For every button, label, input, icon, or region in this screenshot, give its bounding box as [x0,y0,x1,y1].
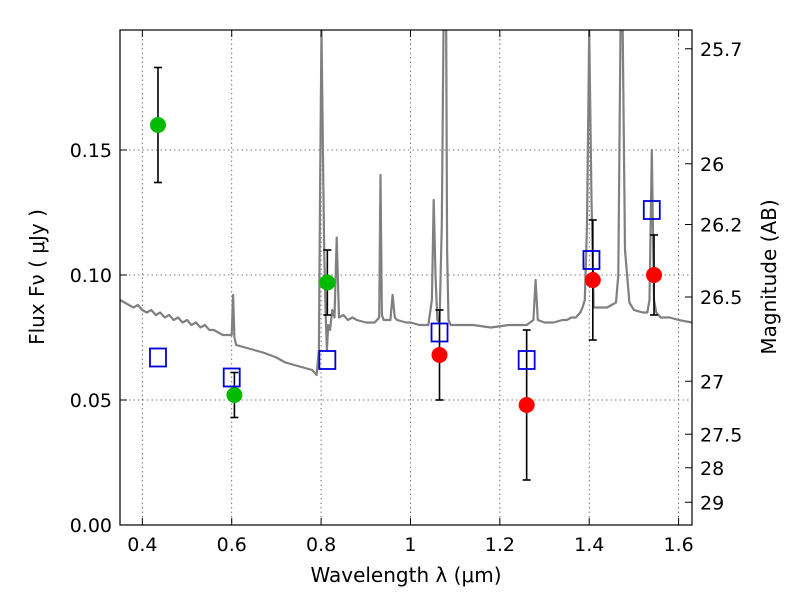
data-markers [149,117,663,413]
data-point [149,117,166,133]
y-tick-label: 0.10 [70,265,112,287]
data-point [518,397,535,413]
y-axis-label: Flux Fν ( μJy ) [25,209,49,345]
magnitude-tick-label: 29 [700,492,724,514]
spectrum [120,30,692,377]
x-tick-label: 0.6 [217,534,247,556]
y-tick-label: 0.00 [70,515,112,537]
plot-frame [119,29,693,526]
magnitude-tick-label: 27 [700,371,724,393]
magnitude-tick-label: 26.2 [700,215,742,237]
x-tick-label: 1.6 [663,534,693,556]
x-axis-label: Wavelength λ (μm) [310,563,501,587]
data-point [226,387,243,403]
magnitude-tick-label: 27.5 [700,424,742,446]
model-point [430,322,449,343]
y-axis-ticks: 0.00 0.05 0.10 0.15 [70,140,127,537]
magnitude-tick-label: 26.5 [700,287,742,309]
magnitude-tick-label: 26 [700,154,724,176]
data-point [431,347,448,363]
grid-lines [120,30,692,526]
spectrum-line [120,30,692,377]
model-point [222,367,241,388]
x-tick-label: 1.4 [574,534,604,556]
magnitude-tick-label: 25.7 [700,39,742,61]
data-point [646,267,663,283]
magnitude-axis-ticks: 25.7 26 26.2 26.5 27 27.5 28 29 [685,39,742,514]
y2-axis-label: Magnitude (AB) [757,199,781,354]
magnitude-tick-label: 28 [700,458,724,480]
x-axis-ticks: 0.4 0.6 0.8 1 1.2 1.4 1.6 [127,30,694,556]
y-tick-label: 0.05 [70,390,112,412]
model-point [318,350,337,370]
x-tick-label: 0.8 [306,534,336,556]
model-point [582,250,601,270]
data-point [584,272,601,288]
x-tick-label: 1.2 [485,534,515,556]
y-tick-label: 0.15 [70,140,112,162]
model-point [642,200,661,220]
model-point [517,350,536,370]
error-bars [153,66,659,481]
x-tick-label: 1 [404,534,416,556]
model-point [149,347,167,368]
x-tick-label: 0.4 [127,534,157,556]
data-point [319,274,336,291]
